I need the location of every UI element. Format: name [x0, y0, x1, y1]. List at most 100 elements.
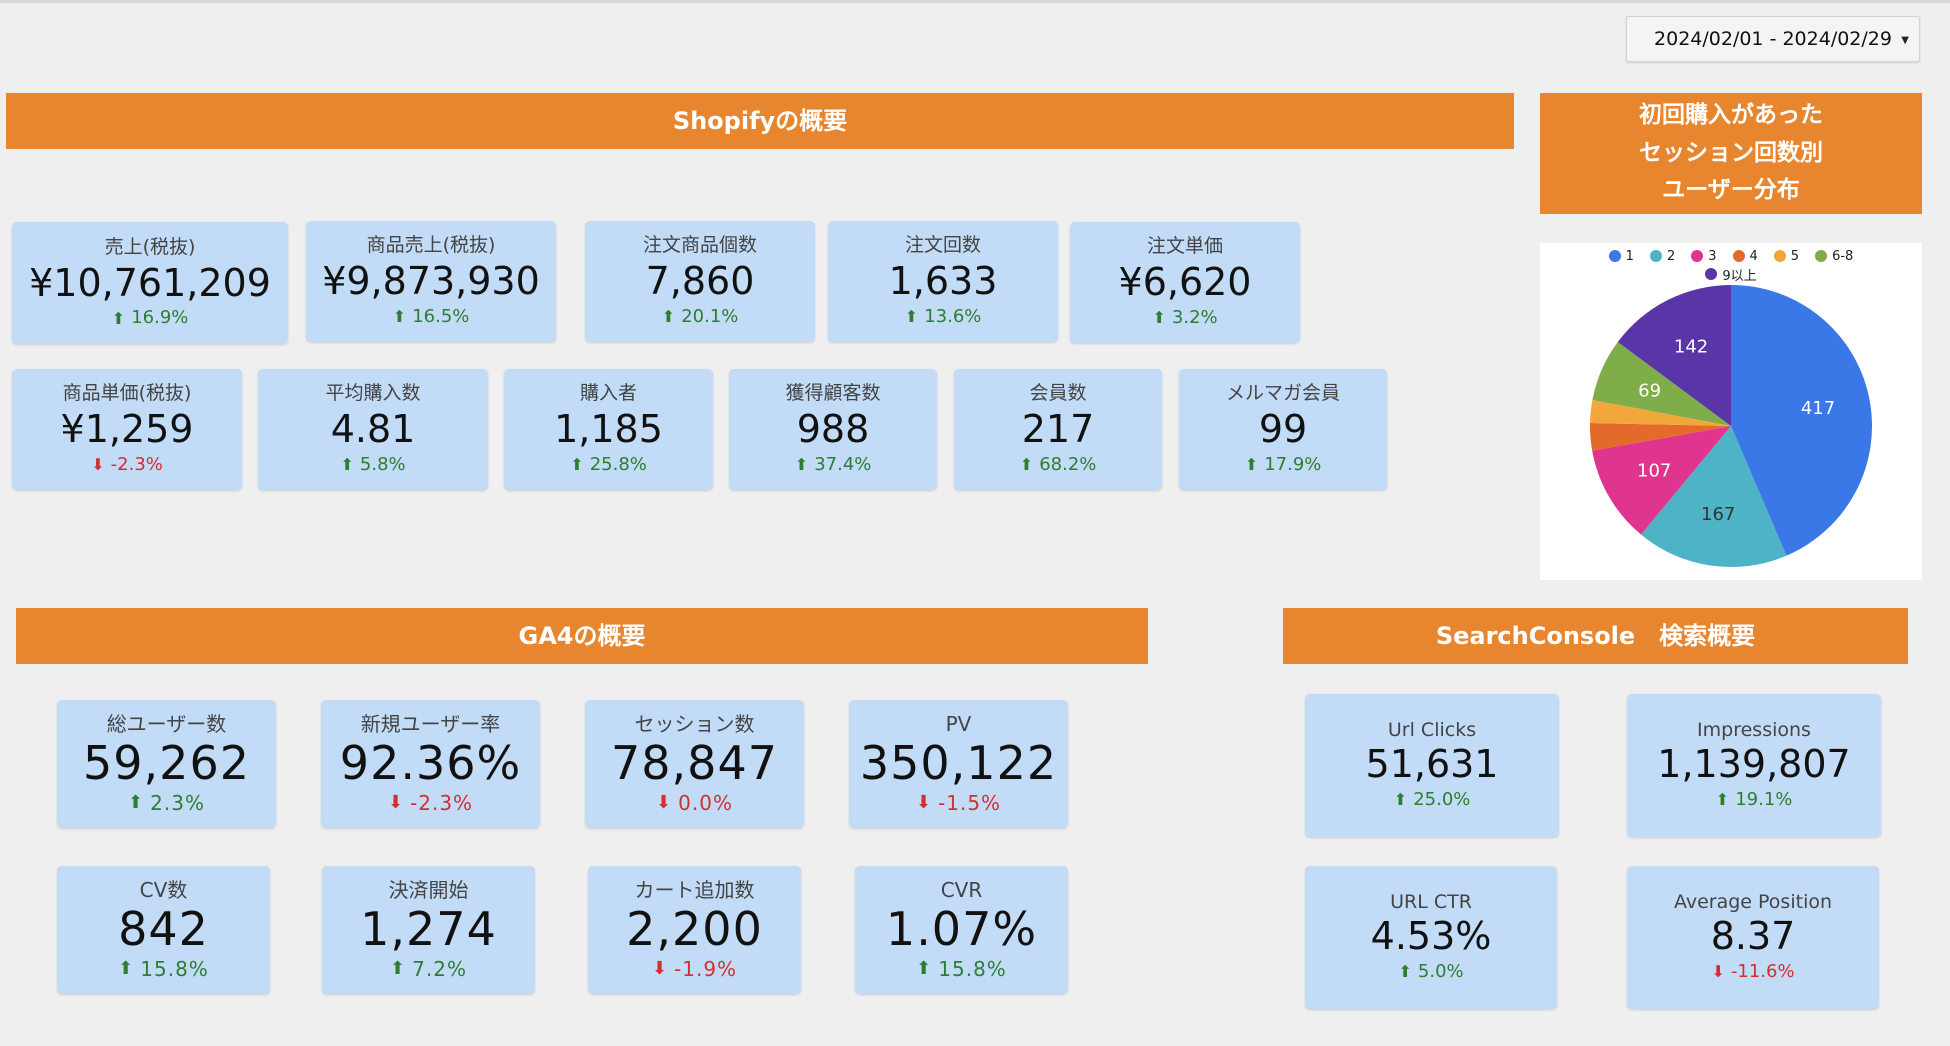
kpi-value: 217 — [1021, 407, 1095, 452]
kpi-order-count: 注文回数 1,633 ⬆ 13.6% — [828, 221, 1058, 342]
kpi-label: 商品単価(税抜) — [62, 382, 192, 405]
arrow-up-icon: ⬆ — [794, 455, 809, 475]
arrow-up-icon: ⬆ — [118, 958, 135, 980]
kpi-ordered-item-count: 注文商品個数 7,860 ⬆ 20.1% — [585, 221, 815, 342]
kpi-value: 59,262 — [83, 736, 250, 791]
date-range-label: 2024/02/01 - 2024/02/29 — [1654, 28, 1892, 50]
kpi-acquired-customers: 獲得顧客数 988 ⬆ 37.4% — [729, 369, 937, 490]
legend-label: 3 — [1708, 248, 1717, 264]
arrow-up-icon: ⬆ — [1244, 455, 1259, 475]
kpi-label: CV数 — [139, 878, 188, 903]
pie-slice-5[interactable] — [1590, 399, 1731, 426]
arrow-up-icon: ⬆ — [111, 308, 126, 328]
kpi-members: 会員数 217 ⬆ 68.2% — [954, 369, 1162, 490]
pie-chart-panel: 1 2 3 4 5 6-8 9以上 417 167 107 69 142 — [1540, 243, 1922, 580]
pie-slice-label: 417 — [1801, 398, 1835, 419]
shopify-section-title: Shopifyの概要 — [6, 93, 1514, 149]
dropdown-caret-icon: ▼ — [1901, 35, 1909, 46]
pie-slice-2[interactable] — [1640, 426, 1787, 567]
kpi-label: 平均購入数 — [325, 382, 421, 405]
pie-slice-label: 69 — [1638, 380, 1661, 401]
legend-dot-icon — [1608, 250, 1621, 262]
legend-dot-icon — [1691, 250, 1704, 262]
kpi-product-unit-price: 商品単価(税抜) ¥1,259 ⬇ -2.3% — [12, 369, 242, 490]
kpi-url-ctr: URL CTR 4.53% ⬆ 5.0% — [1305, 866, 1557, 1009]
kpi-label: Impressions — [1697, 719, 1811, 742]
pie-slice-label: 142 — [1674, 337, 1708, 358]
kpi-delta: ⬆ 25.0% — [1393, 788, 1471, 810]
legend-label: 1 — [1625, 248, 1634, 264]
kpi-label: 商品売上(税抜) — [366, 234, 496, 257]
legend-dot-icon — [1649, 250, 1662, 262]
kpi-delta: ⬇ -1.5% — [915, 790, 1002, 815]
ga4-section-title: GA4の概要 — [16, 608, 1148, 664]
kpi-delta: ⬆ 2.3% — [128, 790, 205, 815]
date-range-picker[interactable]: 2024/02/01 - 2024/02/29 ▼ — [1626, 16, 1920, 62]
kpi-value: 988 — [796, 407, 870, 452]
kpi-label: URL CTR — [1390, 891, 1472, 914]
arrow-down-icon: ⬇ — [387, 792, 405, 814]
kpi-label: 決済開始 — [388, 878, 469, 903]
kpi-value: 1.07% — [885, 902, 1038, 957]
pie-slice-9以上[interactable] — [1617, 285, 1731, 426]
legend-item: 9以上 — [1705, 265, 1757, 284]
legend-item: 1 — [1608, 248, 1634, 264]
legend-item: 6-8 — [1815, 249, 1853, 264]
kpi-value: 1,185 — [554, 407, 663, 452]
kpi-label: セッション数 — [634, 712, 755, 737]
pie-slice-1[interactable] — [1731, 285, 1872, 556]
kpi-delta: ⬇ -2.3% — [387, 790, 474, 815]
legend-dot-icon — [1732, 250, 1745, 262]
kpi-average-order-value: 注文単価 ¥6,620 ⬆ 3.2% — [1070, 222, 1300, 343]
pie-slice-label: 167 — [1701, 504, 1735, 525]
kpi-value: 1,274 — [360, 902, 497, 957]
arrow-up-icon: ⬆ — [392, 307, 407, 327]
arrow-down-icon: ⬇ — [915, 792, 933, 814]
arrow-down-icon: ⬇ — [656, 792, 673, 814]
kpi-label: 会員数 — [1029, 382, 1087, 405]
kpi-value: 4.53% — [1370, 914, 1492, 959]
pie-slice-3[interactable] — [1592, 426, 1731, 535]
kpi-delta: ⬆ 68.2% — [1019, 453, 1097, 475]
arrow-up-icon: ⬆ — [340, 455, 354, 475]
kpi-label: 注文回数 — [904, 234, 981, 257]
kpi-add-to-cart: カート追加数 2,200 ⬇ -1.9% — [588, 866, 801, 994]
pie-slice-6-8[interactable] — [1592, 341, 1731, 426]
kpi-label: カート追加数 — [634, 878, 755, 903]
arrow-up-icon: ⬆ — [1152, 308, 1166, 328]
legend-label: 2 — [1666, 248, 1676, 264]
kpi-conversions: CV数 842 ⬆ 15.8% — [57, 866, 270, 994]
kpi-delta: ⬆ 19.1% — [1715, 788, 1793, 810]
legend-label: 6-8 — [1832, 248, 1854, 264]
kpi-cvr: CVR 1.07% ⬆ 15.8% — [855, 866, 1068, 994]
kpi-delta: ⬆ 20.1% — [661, 305, 739, 327]
top-divider — [0, 0, 1950, 3]
kpi-value: 78,847 — [611, 736, 778, 791]
kpi-pageviews: PV 350,122 ⬇ -1.5% — [849, 700, 1068, 828]
kpi-delta: ⬆ 7.2% — [390, 956, 467, 981]
kpi-checkout-started: 決済開始 1,274 ⬆ 7.2% — [322, 866, 535, 994]
pie-slice-4[interactable] — [1590, 422, 1731, 451]
kpi-url-clicks: Url Clicks 51,631 ⬆ 25.0% — [1305, 694, 1559, 837]
arrow-up-icon: ⬆ — [1715, 790, 1730, 810]
kpi-delta: ⬇ -1.9% — [651, 956, 738, 981]
kpi-sales-ex-tax: 売上(税抜) ¥10,761,209 ⬆ 16.9% — [12, 222, 288, 344]
kpi-value: ¥1,259 — [60, 407, 194, 452]
kpi-value: 842 — [118, 902, 209, 957]
legend-dot-icon — [1705, 268, 1718, 280]
pie-chart: 417 167 107 69 142 — [1590, 285, 1872, 567]
kpi-product-sales-ex-tax: 商品売上(税抜) ¥9,873,930 ⬆ 16.5% — [306, 221, 556, 342]
kpi-label: メルマガ会員 — [1225, 382, 1340, 405]
arrow-up-icon: ⬆ — [570, 455, 584, 475]
legend-label: 4 — [1749, 248, 1758, 264]
kpi-delta: ⬆ 16.5% — [392, 305, 470, 327]
kpi-purchasers: 購入者 1,185 ⬆ 25.8% — [504, 369, 713, 490]
arrow-up-icon: ⬆ — [128, 792, 145, 814]
legend-item: 5 — [1773, 249, 1799, 264]
kpi-label: 注文単価 — [1146, 235, 1223, 258]
arrow-up-icon: ⬆ — [390, 958, 407, 980]
arrow-up-icon: ⬆ — [904, 307, 919, 327]
kpi-delta: ⬇ -11.6% — [1711, 960, 1795, 982]
kpi-delta: ⬆ 3.2% — [1152, 306, 1218, 328]
kpi-delta: ⬆ 16.9% — [111, 307, 189, 329]
